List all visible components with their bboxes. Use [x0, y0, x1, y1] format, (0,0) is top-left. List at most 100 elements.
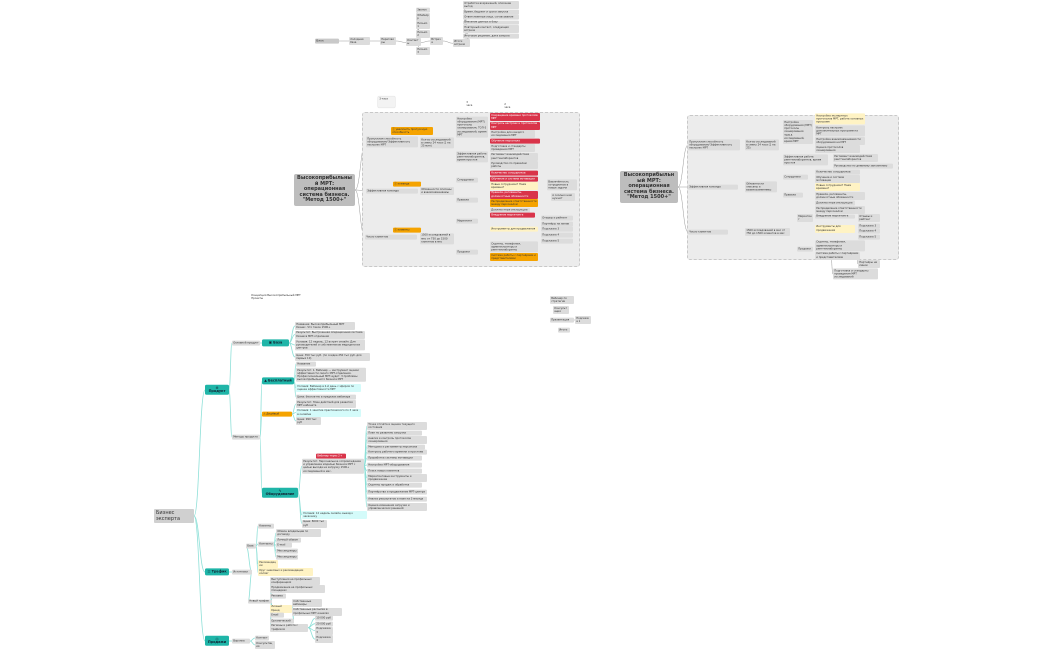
node-ln1[interactable]: Вовлечённость сотрудников в новые задачи: [547, 179, 577, 191]
node-t1[interactable]: Блок: [315, 38, 339, 44]
node-l4c[interactable]: Руководство по правилам работы: [490, 161, 538, 169]
node-t9[interactable]: Письмо 3: [416, 46, 430, 55]
node-r3[interactable]: Настройка оборудования (МРТ) протоколы с…: [783, 119, 813, 145]
node-t3e[interactable]: Email: [270, 613, 284, 618]
node-s1b[interactable]: Консультация: [255, 640, 275, 649]
node-p2c1k[interactable]: Партнёрства и продвижение МРТ-центра: [367, 489, 427, 495]
topic-node-t[interactable]: ☷ Трафик: [205, 568, 229, 576]
node-t3[interactable]: Новый трафик: [248, 599, 272, 605]
node-t6[interactable]: WhatsApp: [416, 12, 430, 21]
node-p1a1[interactable]: Название: Высокоприбыльный МРТ бизнес. Ч…: [295, 322, 355, 330]
node-l11c[interactable]: Отзывы и рейтинг: [541, 215, 573, 221]
node-t13[interactable]: Время, бюджет и сроки запуска: [463, 9, 519, 15]
node-p2b1[interactable]: Результат: План действий для развития МР…: [296, 400, 356, 408]
topic-node-p2a[interactable]: ▲ Бесплатный: [262, 377, 294, 385]
node-t2[interactable]: База: [246, 543, 256, 549]
node-l3a[interactable]: Сокращение времени протоколов МРТ: [490, 113, 540, 121]
node-r3b[interactable]: Контроль настроек дополнительных програм…: [815, 125, 865, 137]
node-l4b[interactable]: Регламент взаимодействия рентгенлаборант…: [490, 152, 538, 161]
node-r9[interactable]: Число клиентов: [688, 229, 728, 235]
node-t4[interactable]: Органический: [270, 618, 294, 624]
node-l5t[interactable]: Ⓘ команда: [393, 181, 421, 187]
node-ln2[interactable]: А сколько нам нужно?: [551, 193, 575, 201]
node-l11[interactable]: Маркетинг: [456, 218, 478, 224]
node-t1[interactable]: Источники: [232, 569, 252, 575]
topic-node-p[interactable]: ⚙ Продукт: [205, 384, 229, 396]
node-r11g[interactable]: Подсказка 5: [858, 234, 880, 240]
node-p2c1i[interactable]: Маркетинговые инструменты и продвижение: [367, 474, 427, 482]
node-r11b[interactable]: Инструменты для продвижения: [815, 224, 855, 233]
node-t5[interactable]: Регионы и работа с трафиком: [270, 623, 308, 632]
node-p1a3[interactable]: Условия: 12 недель, 12 встреч онлайн. Дл…: [295, 339, 365, 351]
node-t2b3[interactable]: E-mail: [276, 542, 292, 548]
node-l5[interactable]: Эффективная команда: [366, 188, 418, 194]
node-t2c[interactable]: Рекомендации: [258, 559, 278, 568]
node-t17[interactable]: Итоговое решение, дата запуска: [463, 33, 519, 39]
node-r1[interactable]: Пропускная способность оборудования/ Эфф…: [688, 139, 740, 151]
node-r12b[interactable]: Система работы с партнёрами и представит…: [815, 251, 860, 260]
node-l8a[interactable]: Правила, регламенты, должностные обязанн…: [490, 190, 538, 199]
node-t2b2[interactable]: Личный обзвон: [276, 537, 301, 543]
node-l8b[interactable]: Распределение ответственности между перс…: [490, 199, 538, 207]
node-p2c2[interactable]: Условия: 12 недель онлайн, выезд к заказ…: [302, 511, 367, 519]
node-p2c1g[interactable]: Настройка МРТ-оборудования: [367, 462, 422, 468]
node-t3[interactable]: Переговоры: [380, 37, 396, 45]
node-t4a[interactable]: Собственные вебинары: [292, 599, 322, 607]
node-t2a[interactable]: Клиенты: [258, 523, 274, 529]
node-l9t[interactable]: Ⓘ клиенты: [393, 227, 421, 233]
node-t3b[interactable]: Продвижение на профильных площадках: [270, 585, 325, 594]
node-l3[interactable]: Настройка оборудования (МРТ) протоколы с…: [456, 116, 488, 138]
node-r11c[interactable]: Отзывы и рейтинг: [858, 214, 880, 223]
node-l7[interactable]: Сотрудники: [456, 177, 478, 183]
node-r7b[interactable]: Обучение и система мотивации: [815, 174, 860, 183]
node-t2[interactable]: Холодная база: [349, 37, 370, 45]
topic-node-l0[interactable]: Высокоприбыльный МРТ: операционная систе…: [294, 174, 355, 206]
node-t15[interactable]: Внесение данных в базу: [463, 20, 519, 25]
node-r7c[interactable]: Новые сотрудники? Наем времени?: [815, 183, 860, 192]
node-t2b1[interactable]: Обзвон владельцев по договору: [276, 529, 321, 537]
node-x9[interactable]: 2 часа: [504, 102, 511, 109]
node-l10[interactable]: 1500 исследований в мес от 750 до 1500 к…: [420, 232, 454, 245]
node-t4[interactable]: Контакты: [406, 38, 421, 47]
node-x1[interactable]: Концепция Высокоприбыльный МРТ Проекты: [251, 293, 301, 300]
node-r4[interactable]: Эффективная работа рентгенлаборантов, вр…: [783, 154, 828, 166]
node-p2c1j[interactable]: Скрипты продаж и обработка: [367, 482, 422, 488]
node-x3[interactable]: Консультация: [553, 306, 569, 314]
node-t2b[interactable]: Контакты: [258, 541, 274, 547]
node-p2b3[interactable]: Цена: 990 тыс руб: [296, 417, 321, 425]
node-s1a[interactable]: Контакт: [255, 635, 269, 641]
node-l11b[interactable]: Инструменты для продвижения: [490, 226, 538, 232]
node-r10[interactable]: 1500 исследований в мес от 750 до 1500 к…: [745, 228, 790, 236]
node-r11[interactable]: Маркетинг: [797, 214, 813, 222]
node-p1a2[interactable]: Результат: Выстроенная операционная сист…: [295, 330, 365, 339]
node-p2ct[interactable]: Вебинар через 2 ч: [316, 453, 346, 459]
topic-node-p2c[interactable]: ✎ Оборудование: [262, 487, 298, 499]
node-p2c1d[interactable]: Методика и регламенты персонала: [367, 444, 425, 450]
node-p2c1[interactable]: Результат: Персональное сопровождение и …: [302, 458, 364, 474]
node-p2a1[interactable]: Название: [296, 361, 316, 367]
node-r12a[interactable]: Скрипты, телефония, администраторы и рен…: [815, 239, 865, 252]
node-l11d[interactable]: Партнёры на линии: [541, 221, 573, 227]
node-p2[interactable]: Методы продукта: [232, 434, 260, 440]
topic-node-b0[interactable]: Бизнес эксперта: [154, 509, 194, 523]
topic-node-p1a[interactable]: ▣ База: [262, 339, 289, 347]
node-l1t[interactable]: Ⓘ увеличить пропускную способность: [391, 127, 433, 135]
node-t8[interactable]: Письмо 2: [416, 29, 430, 38]
node-r11f[interactable]: Подсказка 4: [858, 228, 880, 234]
node-p2a3[interactable]: Условия: Вебинар в 2-й день с эфиром по …: [296, 384, 361, 392]
node-r11d[interactable]: Партнёры на линии: [858, 260, 880, 269]
topic-node-r0[interactable]: Высокоприбыльный МРТ: операционная систе…: [620, 171, 678, 203]
node-l7b[interactable]: Обучение и система мотивации: [490, 176, 538, 182]
node-t3c[interactable]: Личный бренд: [270, 604, 292, 613]
node-t5b[interactable]: 20 000 руб: [315, 621, 333, 627]
node-p1a4[interactable]: Цена: 350 тыс руб. (по скидке 250 тыс ру…: [295, 353, 370, 361]
node-t5d[interactable]: Подсказка 4: [315, 635, 333, 644]
node-p2c1b[interactable]: План по развитию загрузки: [367, 430, 422, 436]
node-p2c1a[interactable]: Точка отсчёта и оценка текущего состояни…: [367, 422, 427, 430]
node-l11g[interactable]: Подсказка 5: [541, 238, 573, 244]
node-r7[interactable]: Сотрудники: [783, 174, 808, 180]
node-p2c1l[interactable]: Анализ результатов и план на 3 месяца: [367, 496, 427, 502]
node-t4b[interactable]: Собственные рассылки в профильных МРТ-ка…: [292, 607, 342, 616]
node-l3c[interactable]: Настройка для каждого исследования МРТ: [490, 130, 535, 138]
node-r8[interactable]: Правила: [783, 192, 803, 198]
